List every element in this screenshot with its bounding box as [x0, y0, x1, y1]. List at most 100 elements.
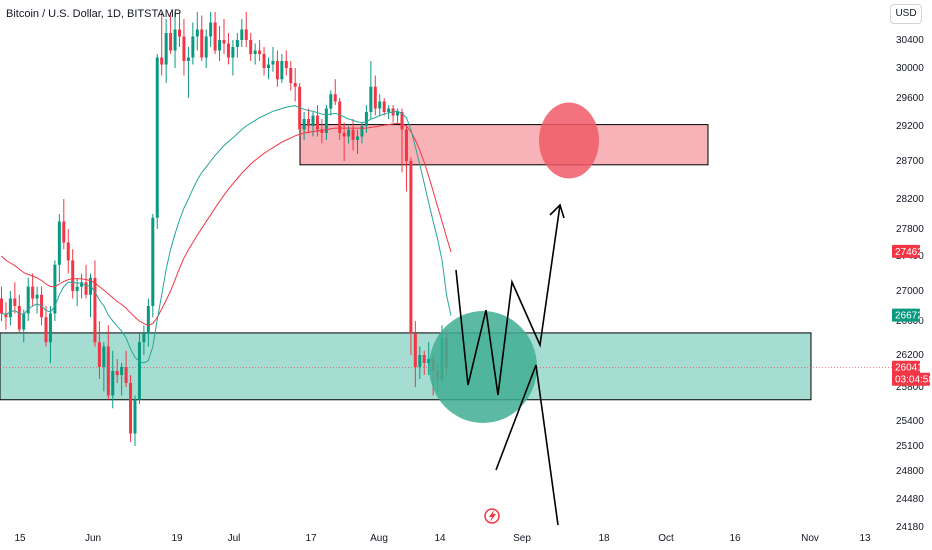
candle-body: [351, 129, 355, 140]
candle: [115, 359, 119, 383]
candle-body: [35, 294, 39, 299]
bullish-path-line[interactable]: [455, 204, 561, 396]
resistance-zone[interactable]: [299, 124, 709, 166]
candle: [342, 122, 346, 161]
candle: [284, 50, 288, 76]
candle: [302, 112, 306, 140]
candle: [253, 43, 257, 65]
candle-body: [111, 371, 115, 396]
support-zone[interactable]: [0, 332, 812, 401]
candle: [142, 325, 146, 355]
candle-body: [275, 61, 279, 80]
candle-body: [142, 333, 146, 343]
event-flash-icon[interactable]: [484, 508, 500, 524]
candle: [275, 50, 279, 87]
candle: [360, 122, 364, 144]
time-axis[interactable]: 15 Jun 19 Jul 17 Aug 14 Sep 18 Oct 16 Nov 13: [14, 533, 871, 544]
symbol-title[interactable]: Bitcoin / U.S. Dollar, 1D, BITSTAMP: [6, 8, 182, 20]
candle: [26, 277, 30, 321]
candle: [231, 40, 235, 76]
candle: [369, 61, 373, 119]
candle-body: [204, 36, 208, 58]
candle: [186, 47, 190, 98]
candle-body: [133, 399, 137, 434]
candle-body: [106, 346, 110, 396]
candle-body: [17, 306, 21, 330]
price-axis-label: 29200: [896, 121, 924, 132]
candle: [373, 75, 377, 116]
candle-body: [267, 64, 270, 68]
price-badge-bg: [892, 308, 920, 322]
price-badge-label: 26672: [895, 311, 923, 322]
candle-body: [102, 346, 106, 367]
bullish-arrow-head[interactable]: [549, 203, 565, 219]
candle: [329, 90, 333, 116]
candle-body: [80, 282, 84, 287]
candle-body: [218, 40, 222, 51]
candle-body: [387, 108, 391, 112]
candle: [93, 260, 97, 347]
candle: [293, 68, 297, 102]
candle-body: [373, 86, 377, 109]
candle-body: [155, 57, 159, 218]
candle-body: [280, 61, 284, 80]
candle-body: [31, 286, 35, 299]
time-axis-label: Sep: [513, 533, 531, 544]
candle-body: [258, 50, 262, 54]
time-axis-label: 17: [305, 533, 317, 544]
price-axis-label: 24480: [896, 494, 924, 505]
price-axis-label: 29600: [896, 93, 924, 104]
candle: [35, 286, 39, 314]
candle-body: [240, 29, 244, 40]
candle: [267, 57, 270, 80]
candle-body: [129, 383, 133, 434]
candle: [298, 83, 302, 137]
price-badge-bg: [892, 372, 930, 386]
candle: [378, 94, 382, 116]
bearish-path-line[interactable]: [495, 364, 559, 526]
price-axis-label: 25400: [896, 416, 924, 427]
candle-body: [262, 54, 266, 68]
price-axis[interactable]: 2418024480248002510025400258002620026600…: [896, 35, 924, 533]
candle: [258, 40, 262, 61]
price-axis-label: 25100: [896, 441, 924, 452]
candle: [222, 19, 226, 54]
candle: [129, 375, 133, 442]
candle: [387, 105, 391, 119]
time-axis-label: 13: [859, 533, 871, 544]
price-badge: 03:04:58: [892, 372, 932, 386]
candle: [338, 98, 342, 140]
upside-target-circle[interactable]: [539, 102, 599, 179]
candle-body: [186, 57, 190, 61]
candle-body: [356, 136, 359, 140]
candle-body: [418, 355, 422, 367]
candle-body: [315, 115, 319, 130]
drawings-layer[interactable]: [429, 102, 599, 526]
candle-body: [396, 112, 400, 116]
candle-body: [75, 286, 79, 291]
candle-body: [307, 119, 311, 126]
candle: [396, 108, 400, 123]
candle: [311, 112, 315, 137]
candle: [22, 309, 26, 343]
candle-body: [413, 333, 417, 367]
candle-body: [338, 101, 342, 133]
candle-body: [22, 313, 26, 330]
candle-body: [271, 61, 275, 65]
candle-body: [342, 133, 346, 137]
candle: [182, 19, 186, 76]
candle: [120, 363, 124, 396]
candle-body: [160, 57, 164, 65]
candle: [209, 12, 213, 47]
support-cluster-circle[interactable]: [429, 311, 537, 423]
candle: [178, 12, 181, 47]
candle-body: [404, 129, 408, 161]
candle: [409, 157, 413, 355]
candle: [151, 214, 155, 318]
currency-button[interactable]: USD: [890, 4, 922, 24]
candle: [307, 108, 311, 133]
candle-body: [231, 47, 235, 58]
candle: [249, 33, 253, 61]
candle: [173, 12, 177, 68]
